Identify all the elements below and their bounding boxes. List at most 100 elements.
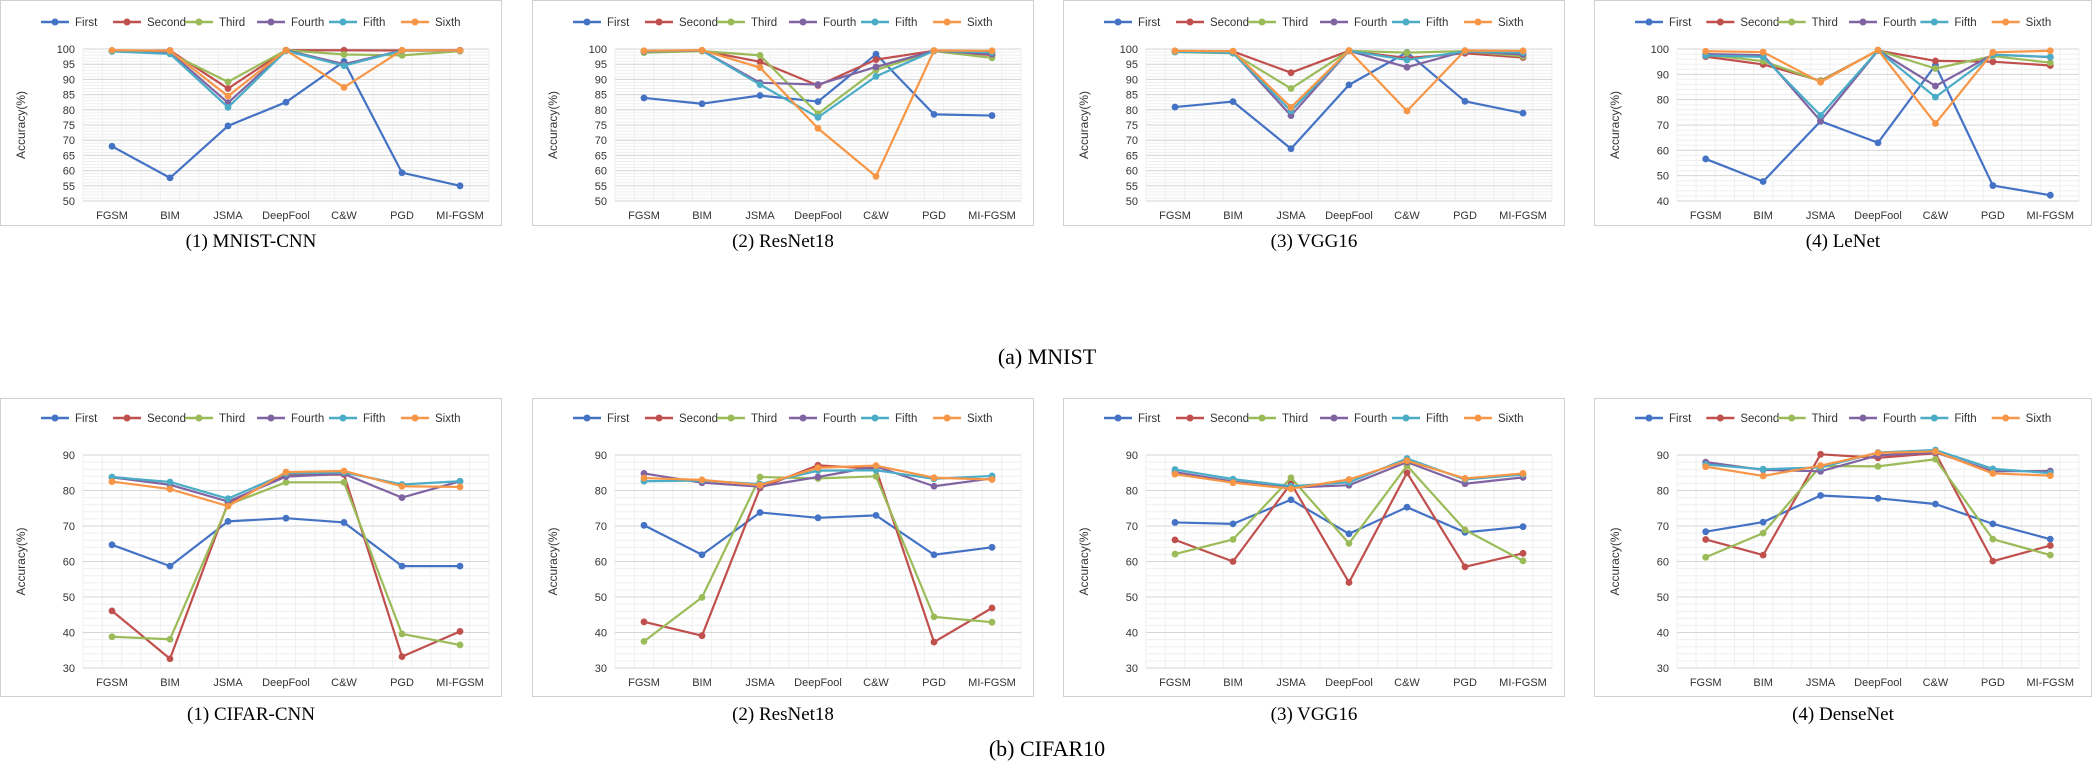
data-point	[2046, 551, 2054, 559]
x-tick-label: C&W	[331, 210, 357, 222]
data-point	[756, 509, 764, 516]
legend-swatch-marker	[727, 18, 735, 26]
legend-label: Sixth	[435, 413, 461, 425]
legend-label: Fourth	[291, 413, 324, 425]
y-tick-label: 60	[595, 557, 607, 569]
y-tick-label: 55	[1126, 181, 1138, 193]
x-tick-label: PGD	[390, 677, 414, 689]
legend-swatch-marker	[1258, 18, 1266, 26]
data-point	[282, 478, 290, 486]
x-tick-label: PGD	[922, 210, 946, 222]
x-tick-label: DeepFool	[1325, 210, 1373, 222]
legend-swatch-marker	[655, 18, 663, 26]
data-point	[872, 72, 880, 80]
data-point	[988, 112, 996, 119]
x-tick-label: BIM	[1223, 210, 1243, 222]
x-tick-label: JSMA	[745, 210, 775, 222]
data-point	[2046, 53, 2054, 61]
y-axis-label: Accuracy(%)	[14, 91, 28, 159]
data-point	[1759, 465, 1767, 473]
x-tick-label: FGSM	[628, 210, 660, 222]
y-tick-label: 90	[63, 450, 75, 462]
x-tick-label: C&W	[863, 210, 889, 222]
y-tick-label: 80	[1126, 105, 1138, 117]
y-tick-label: 30	[1657, 663, 1669, 675]
x-tick-label: JSMA	[1276, 677, 1306, 689]
x-tick-label: PGD	[390, 210, 414, 222]
legend-swatch-marker	[943, 414, 951, 422]
x-tick-label: C&W	[1394, 677, 1420, 689]
data-point	[1759, 472, 1767, 480]
data-point	[1345, 476, 1353, 483]
data-point	[1874, 46, 1882, 54]
data-point	[1229, 558, 1237, 565]
data-point	[988, 543, 996, 551]
legend-label: Fifth	[1954, 413, 1976, 425]
legend-label: Sixth	[1498, 413, 1524, 425]
legend-swatch-marker	[1930, 414, 1938, 422]
legend-label: Third	[1282, 17, 1308, 29]
data-point	[1519, 549, 1527, 557]
y-tick-label: 40	[1126, 628, 1138, 640]
data-point	[1989, 470, 1997, 477]
legend-label: Fifth	[363, 17, 385, 29]
x-tick-label: FGSM	[1690, 210, 1722, 222]
data-point	[1461, 526, 1469, 534]
data-point	[1519, 47, 1527, 55]
data-point	[166, 47, 174, 55]
legend-swatch-marker	[2002, 18, 2010, 26]
legend-label: First	[1138, 413, 1161, 425]
chart-svg: 30 40 50 60 70 80 90 FGSM BIM JSMA DeepFool C&W PGD M…	[1077, 413, 1553, 689]
chart-panel-cifar-cnn: 30 40 50 60 70 80 90 FGSM BIM JSMA DeepFool C&W PGD M…	[0, 398, 502, 697]
legend-swatch-marker	[123, 414, 131, 422]
data-point	[640, 94, 648, 102]
data-point	[930, 613, 938, 621]
x-tick-label: DeepFool	[262, 677, 310, 689]
data-point	[340, 83, 348, 91]
y-tick-label: 100	[1120, 44, 1138, 56]
y-axis-label: Accuracy(%)	[1608, 527, 1622, 595]
data-point	[1702, 155, 1710, 163]
y-tick-label: 50	[595, 592, 607, 604]
legend-swatch-marker	[1788, 18, 1796, 26]
data-point	[930, 474, 938, 482]
data-point	[640, 618, 648, 626]
y-tick-label: 60	[595, 166, 607, 178]
y-tick-label: 50	[63, 196, 75, 208]
data-point	[1989, 182, 1997, 189]
data-point	[872, 462, 880, 470]
data-point	[814, 81, 822, 88]
legend-swatch-marker	[1930, 18, 1938, 26]
legend-swatch-marker	[51, 18, 59, 26]
data-point	[1171, 103, 1179, 111]
y-tick-label: 70	[595, 521, 607, 533]
data-point	[398, 494, 406, 501]
legend-swatch-marker	[411, 18, 419, 26]
chart-svg: 50 55 60 65 70 75 80 85 90 95 100 FGSM BIM JSMA DeepFo…	[1077, 17, 1553, 222]
y-tick-label: 60	[1126, 557, 1138, 569]
y-tick-label: 40	[63, 628, 75, 640]
data-point	[1989, 520, 1997, 528]
legend-swatch-marker	[1716, 414, 1724, 422]
legend-swatch-marker	[1330, 18, 1338, 26]
chart-svg: 50 55 60 65 70 75 80 85 90 95 100 FGSM BIM JSMA DeepFo…	[14, 17, 490, 222]
legend-swatch-marker	[123, 18, 131, 26]
data-point	[398, 482, 406, 490]
x-tick-label: JSMA	[1806, 677, 1836, 689]
y-tick-label: 90	[595, 450, 607, 462]
data-point	[1817, 111, 1824, 119]
data-point	[756, 473, 764, 481]
y-tick-label: 60	[63, 557, 75, 569]
data-point	[398, 46, 406, 54]
data-point	[756, 64, 764, 71]
x-tick-label: FGSM	[1159, 677, 1191, 689]
data-point	[108, 541, 116, 549]
y-tick-label: 70	[1126, 521, 1138, 533]
y-tick-label: 85	[63, 90, 75, 102]
data-point	[108, 142, 116, 150]
data-point	[756, 58, 764, 66]
data-point	[1932, 500, 1939, 508]
y-tick-label: 90	[1657, 69, 1669, 81]
data-point	[166, 655, 174, 663]
data-point	[930, 551, 938, 559]
